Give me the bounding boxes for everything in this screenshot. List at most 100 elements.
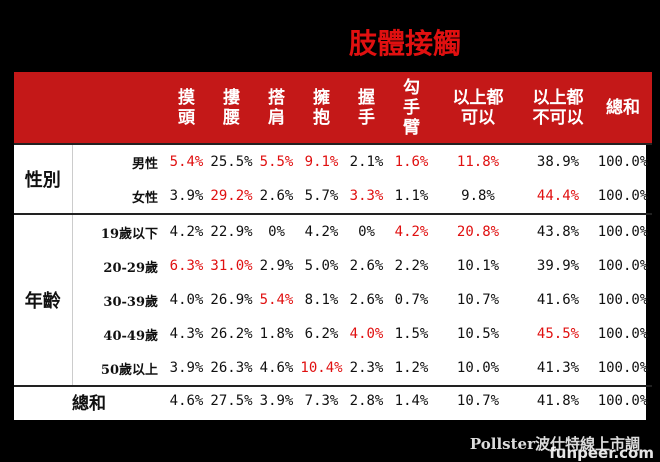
table-cell: 10.4% xyxy=(300,360,343,376)
column-header: 握手 xyxy=(344,72,389,144)
table-cell: 31.0% xyxy=(210,258,253,274)
watermark: funpeer.com xyxy=(549,444,654,462)
table-row: 30-39歲 4.0% 26.9% 5.4% 8.1% 2.6% 0.7% 10.7% 41.6… xyxy=(14,283,652,317)
table-cell: 1.8% xyxy=(259,326,294,342)
table-cell: 5.4% xyxy=(259,292,294,308)
table-row: 性別 男性 5.4% 25.5% 5.5% 9.1% 2.1% 1.6% 11.8% 38.9% 1… xyxy=(14,143,652,214)
table-cell: 3.9% xyxy=(169,188,204,204)
row-label: 40-49歲 xyxy=(103,328,158,344)
row-label: 19歲以下 xyxy=(72,213,164,249)
column-header: 搭肩 xyxy=(254,72,299,144)
table-cell: 100.0% xyxy=(597,360,649,376)
table-cell: 3.9% xyxy=(169,360,204,376)
table-cell: 6.2% xyxy=(304,326,339,342)
table-cell: 6.3% xyxy=(169,258,204,274)
table-cell: 4.2% xyxy=(299,213,344,249)
table-cell: 100.0% xyxy=(594,385,652,415)
table-cell: 3.3% xyxy=(349,188,384,204)
table-cell: 27.5% xyxy=(209,385,254,415)
table-cell: 5.5% xyxy=(254,143,299,179)
column-header: 以上都 可以 xyxy=(434,72,522,144)
group-label: 年齡 xyxy=(14,213,73,386)
row-label: 30-39歲 xyxy=(103,294,158,310)
table-cell: 2.2% xyxy=(394,258,429,274)
table-cell: 2.6% xyxy=(349,292,384,308)
table-cell: 20.8% xyxy=(434,213,522,249)
row-label: 50歲以上 xyxy=(100,362,158,378)
table-cell: 45.5% xyxy=(536,326,580,342)
table-cell: 29.2% xyxy=(210,188,253,204)
table-cell: 4.0% xyxy=(169,292,204,308)
column-header: 勾手臂 xyxy=(389,72,434,144)
table-cell: 2.9% xyxy=(259,258,294,274)
table-cell: 4.2% xyxy=(164,213,209,249)
table-cell: 9.8% xyxy=(461,188,495,204)
header-row: 摸頭 摟腰 搭肩 擁抱 握手 勾手臂 以上都 可以 以上都 不可以 總和 xyxy=(14,72,652,144)
table-cell: 10.0% xyxy=(456,360,500,376)
table-cell: 4.2% xyxy=(389,213,434,249)
table-cell: 25.5% xyxy=(209,143,254,179)
table-cell: 41.6% xyxy=(536,292,580,308)
table-cell: 7.3% xyxy=(299,385,344,415)
table-cell: 0% xyxy=(254,213,299,249)
table-cell: 100.0% xyxy=(594,213,652,249)
column-header: 摸頭 xyxy=(164,72,209,144)
table-cell: 43.8% xyxy=(522,213,594,249)
table-cell: 5.7% xyxy=(304,188,339,204)
column-header: 總和 xyxy=(594,72,652,144)
results-table-card: 摸頭 摟腰 搭肩 擁抱 握手 勾手臂 以上都 可以 以上都 不可以 總和 性別 男性 5… xyxy=(14,72,652,420)
source-credit: Pollster波仕特線上市調 xyxy=(469,435,640,453)
column-header: 摟腰 xyxy=(209,72,254,144)
table-row: 50歲以上 3.9% 26.3% 4.6% 10.4% 2.3% 1.2% 10.0% 41.3… xyxy=(14,351,652,386)
table-row: 40-49歲 4.3% 26.2% 1.8% 6.2% 4.0% 1.5% 10.5% 45.5… xyxy=(14,317,652,351)
table-cell: 1.6% xyxy=(389,143,434,179)
table-cell: 9.1% xyxy=(299,143,344,179)
table-cell: 1.2% xyxy=(394,360,429,376)
table-cell: 41.3% xyxy=(536,360,580,376)
table-cell: 4.6% xyxy=(259,360,294,376)
table-cell: 11.8% xyxy=(434,143,522,179)
table-cell: 100.0% xyxy=(597,292,649,308)
row-label: 男性 xyxy=(72,143,164,179)
column-header: 擁抱 xyxy=(299,72,344,144)
table-cell: 100.0% xyxy=(597,188,649,204)
total-label: 總和 xyxy=(14,385,164,415)
table-cell: 10.7% xyxy=(456,292,500,308)
table-cell: 1.5% xyxy=(394,326,429,342)
table-cell: 2.8% xyxy=(344,385,389,415)
table-cell: 44.4% xyxy=(536,188,580,204)
table-cell: 0% xyxy=(344,213,389,249)
table-cell: 4.6% xyxy=(164,385,209,415)
row-label: 20-29歲 xyxy=(103,260,158,276)
table-cell: 10.1% xyxy=(456,258,500,274)
table-cell: 4.3% xyxy=(169,326,204,342)
table-cell: 5.0% xyxy=(304,258,339,274)
table-cell: 10.7% xyxy=(434,385,522,415)
table-cell: 8.1% xyxy=(304,292,339,308)
group-label: 性別 xyxy=(14,143,73,214)
table-row: 女性 3.9% 29.2% 2.6% 5.7% 3.3% 1.1% 9.8% 44.4% 100.… xyxy=(14,179,652,214)
table-cell: 100.0% xyxy=(597,326,649,342)
table-cell: 22.9% xyxy=(209,213,254,249)
table-cell: 10.5% xyxy=(456,326,500,342)
table-cell: 26.3% xyxy=(210,360,253,376)
table-cell: 2.6% xyxy=(259,188,294,204)
results-table: 摸頭 摟腰 搭肩 擁抱 握手 勾手臂 以上都 可以 以上都 不可以 總和 性別 男性 5… xyxy=(14,72,652,415)
column-header: 以上都 不可以 xyxy=(522,72,594,144)
table-cell: 41.8% xyxy=(522,385,594,415)
header-corner xyxy=(14,72,164,144)
table-row: 年齡 19歲以下 4.2% 22.9% 0% 4.2% 0% 4.2% 20.8% 43.8% 10… xyxy=(14,213,652,386)
table-cell: 26.9% xyxy=(210,292,253,308)
table-cell: 2.1% xyxy=(344,143,389,179)
table-cell: 1.1% xyxy=(394,188,429,204)
table-row: 20-29歲 6.3% 31.0% 2.9% 5.0% 2.6% 2.2% 10.1% 39.9… xyxy=(14,249,652,283)
table-cell: 5.4% xyxy=(164,143,209,179)
page-title: 肢體接觸 xyxy=(348,27,461,60)
table-cell: 100.0% xyxy=(597,258,649,274)
table-cell: 0.7% xyxy=(394,292,429,308)
table-cell: 38.9% xyxy=(522,143,594,179)
table-cell: 1.4% xyxy=(389,385,434,415)
table-cell: 2.3% xyxy=(349,360,384,376)
table-cell: 3.9% xyxy=(254,385,299,415)
table-cell: 39.9% xyxy=(536,258,580,274)
